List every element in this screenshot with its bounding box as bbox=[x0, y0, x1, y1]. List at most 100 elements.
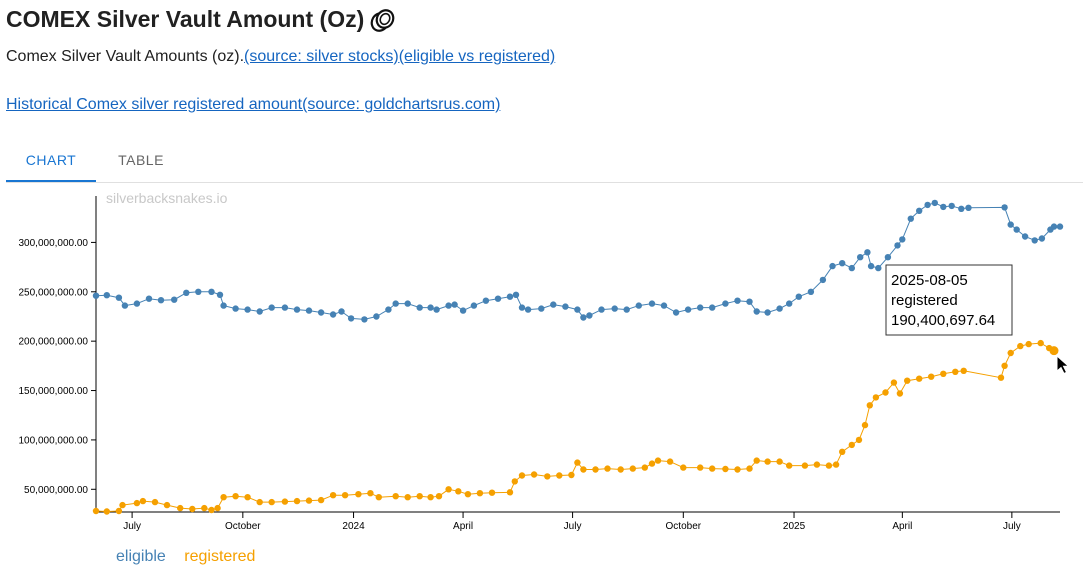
data-point-eligible[interactable] bbox=[848, 264, 855, 272]
data-point-registered[interactable] bbox=[281, 498, 289, 505]
data-point-eligible[interactable] bbox=[329, 311, 337, 318]
data-point-eligible[interactable] bbox=[746, 298, 753, 305]
data-point-registered[interactable] bbox=[764, 458, 771, 465]
data-point-registered[interactable] bbox=[722, 465, 729, 473]
data-point-eligible[interactable] bbox=[574, 306, 581, 313]
data-point-registered[interactable] bbox=[404, 494, 411, 501]
hovered-point[interactable] bbox=[1049, 346, 1059, 356]
data-point-eligible[interactable] bbox=[1056, 223, 1064, 230]
data-point-eligible[interactable] bbox=[948, 202, 955, 210]
data-point-eligible[interactable] bbox=[392, 300, 399, 307]
data-point-registered[interactable] bbox=[753, 457, 760, 464]
data-point-eligible[interactable] bbox=[635, 302, 642, 309]
data-point-registered[interactable] bbox=[427, 494, 434, 501]
data-point-registered[interactable] bbox=[530, 471, 538, 478]
data-point-eligible[interactable] bbox=[819, 276, 827, 284]
data-point-eligible[interactable] bbox=[753, 308, 760, 315]
data-point-eligible[interactable] bbox=[795, 293, 802, 300]
data-point-registered[interactable] bbox=[232, 493, 239, 500]
data-point-eligible[interactable] bbox=[899, 236, 906, 243]
data-point-eligible[interactable] bbox=[623, 306, 630, 313]
data-point-registered[interactable] bbox=[1017, 342, 1024, 350]
data-point-eligible[interactable] bbox=[660, 302, 668, 309]
data-point-eligible[interactable] bbox=[562, 303, 569, 310]
data-point-registered[interactable] bbox=[734, 466, 741, 473]
data-point-registered[interactable] bbox=[825, 462, 833, 469]
data-point-registered[interactable] bbox=[92, 507, 100, 515]
data-point-eligible[interactable] bbox=[907, 215, 914, 222]
data-point-registered[interactable] bbox=[813, 461, 821, 468]
data-point-registered[interactable] bbox=[882, 389, 889, 396]
data-point-eligible[interactable] bbox=[931, 199, 938, 207]
data-point-eligible[interactable] bbox=[121, 302, 129, 309]
data-point-registered[interactable] bbox=[1007, 349, 1014, 357]
data-point-eligible[interactable] bbox=[580, 314, 587, 321]
data-point-eligible[interactable] bbox=[373, 313, 380, 320]
data-point-registered[interactable] bbox=[367, 490, 374, 497]
data-point-eligible[interactable] bbox=[385, 306, 392, 313]
data-point-eligible[interactable] bbox=[940, 203, 947, 211]
data-point-registered[interactable] bbox=[103, 508, 111, 515]
data-point-eligible[interactable] bbox=[195, 288, 202, 295]
data-point-eligible[interactable] bbox=[506, 293, 514, 300]
data-point-eligible[interactable] bbox=[538, 305, 545, 312]
data-point-eligible[interactable] bbox=[482, 297, 490, 304]
data-point-eligible[interactable] bbox=[347, 315, 355, 322]
data-point-registered[interactable] bbox=[341, 492, 349, 499]
source-silver-stocks-link[interactable]: (source: silver stocks) bbox=[244, 48, 399, 65]
data-point-eligible[interactable] bbox=[133, 300, 141, 307]
data-point-registered[interactable] bbox=[208, 506, 215, 514]
data-point-registered[interactable] bbox=[556, 472, 563, 479]
data-point-registered[interactable] bbox=[960, 367, 967, 374]
historical-registered-link[interactable]: Historical Comex silver registered amoun… bbox=[6, 96, 501, 113]
data-point-eligible[interactable] bbox=[857, 254, 864, 261]
eligible-vs-registered-link[interactable]: (eligible vs registered) bbox=[398, 48, 556, 65]
data-point-registered[interactable] bbox=[746, 465, 753, 472]
tab-table[interactable]: TABLE bbox=[118, 152, 164, 168]
data-point-eligible[interactable] bbox=[183, 289, 190, 296]
data-point-registered[interactable] bbox=[476, 490, 484, 497]
data-point-registered[interactable] bbox=[641, 464, 648, 471]
data-point-registered[interactable] bbox=[629, 465, 636, 472]
data-point-registered[interactable] bbox=[375, 494, 382, 501]
data-point-eligible[interactable] bbox=[764, 309, 771, 316]
data-point-eligible[interactable] bbox=[550, 301, 557, 308]
data-point-registered[interactable] bbox=[455, 488, 462, 495]
data-point-eligible[interactable] bbox=[459, 307, 467, 314]
data-point-registered[interactable] bbox=[1001, 362, 1008, 369]
data-point-registered[interactable] bbox=[786, 462, 793, 469]
data-point-registered[interactable] bbox=[256, 498, 263, 506]
data-point-eligible[interactable] bbox=[293, 306, 301, 313]
data-point-eligible[interactable] bbox=[268, 304, 275, 311]
data-point-registered[interactable] bbox=[416, 493, 423, 500]
data-point-registered[interactable] bbox=[139, 497, 147, 505]
data-point-registered[interactable] bbox=[355, 491, 362, 498]
data-point-registered[interactable] bbox=[848, 441, 855, 449]
data-point-registered[interactable] bbox=[997, 374, 1005, 381]
data-point-registered[interactable] bbox=[928, 373, 935, 380]
data-point-registered[interactable] bbox=[201, 504, 208, 512]
data-point-registered[interactable] bbox=[872, 394, 880, 401]
data-point-eligible[interactable] bbox=[445, 302, 452, 309]
data-point-registered[interactable] bbox=[511, 478, 518, 485]
data-point-registered[interactable] bbox=[293, 497, 301, 505]
data-point-eligible[interactable] bbox=[433, 306, 440, 313]
data-point-eligible[interactable] bbox=[115, 294, 123, 301]
data-point-eligible[interactable] bbox=[361, 316, 368, 323]
data-point-eligible[interactable] bbox=[220, 302, 227, 309]
data-point-registered[interactable] bbox=[568, 471, 575, 479]
data-point-eligible[interactable] bbox=[965, 204, 972, 211]
data-point-registered[interactable] bbox=[435, 493, 443, 500]
data-point-eligible[interactable] bbox=[709, 304, 716, 311]
data-point-registered[interactable] bbox=[177, 504, 184, 512]
data-point-registered[interactable] bbox=[574, 459, 581, 466]
data-point-eligible[interactable] bbox=[867, 262, 875, 270]
data-point-registered[interactable] bbox=[855, 436, 863, 444]
data-point-eligible[interactable] bbox=[598, 306, 605, 313]
data-point-eligible[interactable] bbox=[470, 302, 478, 309]
data-point-eligible[interactable] bbox=[894, 242, 901, 249]
data-point-registered[interactable] bbox=[839, 448, 846, 455]
data-point-registered[interactable] bbox=[392, 493, 399, 500]
data-point-eligible[interactable] bbox=[672, 309, 680, 316]
data-point-eligible[interactable] bbox=[281, 304, 289, 311]
